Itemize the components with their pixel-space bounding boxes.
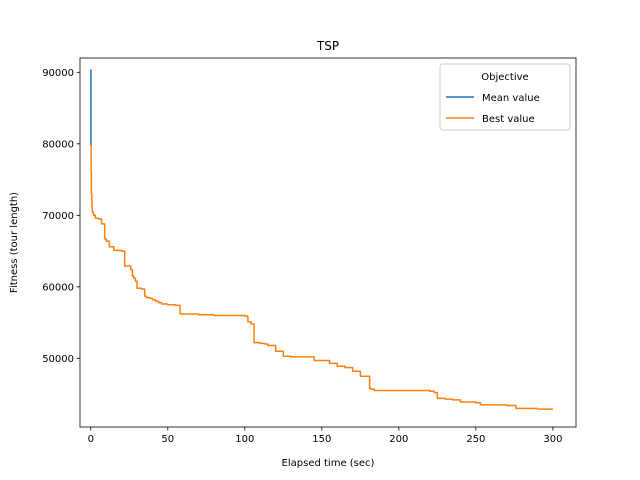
- legend-title: Objective: [481, 72, 528, 83]
- plot-area: [79, 57, 577, 428]
- y-tick-label: 70000: [42, 211, 74, 222]
- chart-title: TSP: [316, 39, 339, 53]
- x-axis-label: Elapsed time (sec): [282, 458, 375, 469]
- x-axis-ticks: 0 50 100 150 200 250 300: [88, 427, 562, 445]
- y-tick-label: 60000: [42, 282, 74, 293]
- series-line-best-value: [90, 144, 553, 410]
- x-tick-label: 100: [235, 434, 254, 445]
- y-axis-ticks: 50000 60000 70000 80000 90000: [42, 68, 80, 365]
- legend-label-best-value: Best value: [482, 114, 535, 125]
- y-tick-label: 80000: [42, 139, 74, 150]
- x-tick-label: 150: [312, 434, 331, 445]
- y-tick-label: 50000: [42, 354, 74, 365]
- y-axis-label: Fitness (tour length): [9, 192, 20, 293]
- x-tick-label: 300: [543, 434, 562, 445]
- y-tick-label: 90000: [42, 68, 74, 79]
- x-tick-label: 50: [161, 434, 174, 445]
- legend-box: [439, 63, 571, 131]
- axes-frame: [79, 57, 577, 428]
- legend: Objective Mean value Best value: [439, 63, 571, 131]
- x-tick-label: 0: [88, 434, 94, 445]
- legend-entries: Mean value Best value: [446, 93, 540, 125]
- x-tick-label: 250: [466, 434, 485, 445]
- legend-label-mean-value: Mean value: [482, 93, 540, 104]
- x-tick-label: 200: [389, 434, 408, 445]
